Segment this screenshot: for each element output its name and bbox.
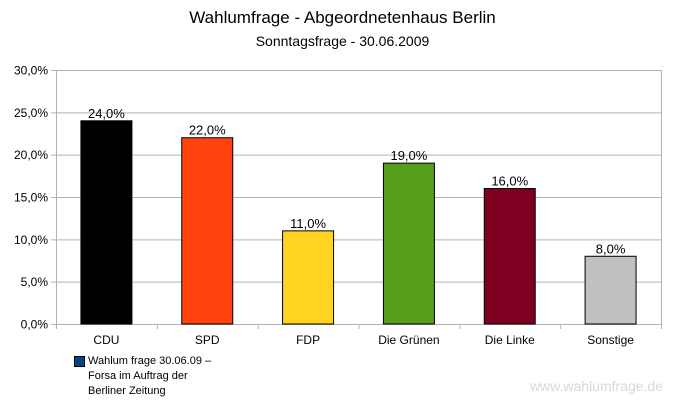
legend: Wahlum frage 30.06.09 – Forsa im Auftrag… bbox=[74, 354, 224, 399]
y-tick-label: 10,0% bbox=[14, 233, 48, 247]
data-label: 19,0% bbox=[390, 148, 427, 163]
data-label: 24,0% bbox=[88, 106, 125, 121]
y-tick-label: 5,0% bbox=[21, 275, 49, 289]
chart-subtitle: Sonntagsfrage - 30.06.2009 bbox=[255, 33, 430, 49]
y-tick-label: 20,0% bbox=[14, 148, 48, 162]
bar bbox=[483, 188, 536, 325]
y-tick-label: 0,0% bbox=[21, 318, 49, 332]
data-label: 11,0% bbox=[290, 216, 326, 231]
bar bbox=[181, 137, 234, 325]
y-tick-label: 15,0% bbox=[14, 191, 48, 205]
x-tick-label: FDP bbox=[296, 333, 320, 347]
y-tick-label: 30,0% bbox=[14, 64, 48, 78]
chart-title: Wahlumfrage - Abgeordnetenhaus Berlin bbox=[189, 8, 496, 27]
data-label: 16,0% bbox=[491, 174, 528, 189]
y-tick-label: 25,0% bbox=[14, 106, 48, 120]
bar bbox=[584, 255, 637, 325]
bar bbox=[382, 162, 435, 325]
watermark: www.wahlumfrage.de bbox=[529, 378, 663, 394]
x-tick-label: Die Linke bbox=[485, 333, 535, 347]
x-tick-label: Sonstige bbox=[587, 333, 634, 347]
legend-label: Wahlum frage 30.06.09 – Forsa im Auftrag… bbox=[88, 355, 212, 397]
data-label: 8,0% bbox=[596, 241, 626, 256]
bar bbox=[282, 230, 335, 325]
legend-swatch bbox=[74, 356, 85, 367]
x-tick-label: SPD bbox=[195, 333, 220, 347]
bar bbox=[80, 120, 133, 325]
x-tick-label: Die Grünen bbox=[378, 333, 439, 347]
x-tick-label: CDU bbox=[93, 333, 119, 347]
data-label: 22,0% bbox=[189, 123, 226, 138]
